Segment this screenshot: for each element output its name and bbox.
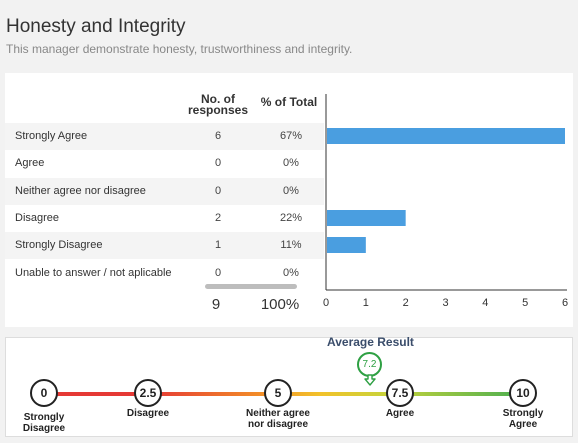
row-count: 0 xyxy=(214,267,222,279)
scale-node: 7.5 xyxy=(386,379,414,407)
row-percent: 0% xyxy=(283,157,299,169)
table-row: Strongly Agree 6 67% xyxy=(5,123,324,150)
scale-node: 2.5 xyxy=(134,379,162,407)
table-row: Neither agree nor disagree 0 0% xyxy=(5,178,324,205)
x-tick-label: 6 xyxy=(562,297,568,309)
page-subtitle: This manager demonstrate honesty, trustw… xyxy=(6,42,353,56)
row-count: 1 xyxy=(214,239,222,251)
total-count: 9 xyxy=(211,296,221,313)
table-row: Disagree 2 22% xyxy=(5,205,324,232)
table-row: Unable to answer / not aplicable 0 0% xyxy=(5,260,324,287)
average-result-title: Average Result xyxy=(327,335,414,349)
row-label: Strongly Agree xyxy=(15,130,88,142)
row-count: 0 xyxy=(214,157,222,169)
x-tick-label: 2 xyxy=(403,297,409,309)
scale-label: Agree xyxy=(385,408,415,419)
x-tick-label: 3 xyxy=(442,297,448,309)
response-bar-chart: 0 1 2 3 4 5 6 xyxy=(323,94,568,309)
scale-label: Disagree xyxy=(126,408,170,419)
row-percent: 67% xyxy=(279,130,303,142)
table-scrollbar[interactable] xyxy=(205,284,297,289)
scale-node: 0 xyxy=(30,379,58,407)
x-tick-label: 5 xyxy=(522,297,528,309)
row-count: 2 xyxy=(214,212,222,224)
x-tick-label: 4 xyxy=(482,297,488,309)
table-row: Strongly Disagree 1 11% xyxy=(5,232,324,259)
col-header-percent: % of Total xyxy=(260,95,318,109)
page-title: Honesty and Integrity xyxy=(6,16,186,37)
scale-node: 5 xyxy=(264,379,292,407)
bar-0 xyxy=(327,128,565,144)
total-percent: 100% xyxy=(260,296,300,313)
row-label: Unable to answer / not aplicable xyxy=(15,267,172,279)
scale-label: Neither agree nor disagree xyxy=(246,408,310,430)
row-percent: 11% xyxy=(280,239,302,251)
bar-3 xyxy=(327,210,406,226)
col-header-responses: No. of responses xyxy=(188,92,249,117)
table-row: Agree 0 0% xyxy=(5,150,324,177)
row-label: Neither agree nor disagree xyxy=(15,185,146,197)
x-tick-label: 1 xyxy=(363,297,369,309)
row-count: 6 xyxy=(214,130,222,142)
down-arrow-icon xyxy=(364,374,376,386)
x-tick-label: 0 xyxy=(323,297,329,309)
row-label: Agree xyxy=(15,157,45,169)
row-label: Disagree xyxy=(15,212,60,224)
bar-4 xyxy=(327,237,366,253)
average-result-value: 7.2 xyxy=(357,352,382,377)
row-count: 0 xyxy=(214,185,222,197)
row-percent: 0% xyxy=(283,267,299,279)
row-percent: 22% xyxy=(279,212,303,224)
scale-node: 10 xyxy=(509,379,537,407)
scale-label: Strongly Agree xyxy=(502,408,544,430)
row-label: Strongly Disagree xyxy=(15,239,103,251)
scale-label: Strongly Disagree xyxy=(22,412,66,434)
row-percent: 0% xyxy=(283,185,299,197)
